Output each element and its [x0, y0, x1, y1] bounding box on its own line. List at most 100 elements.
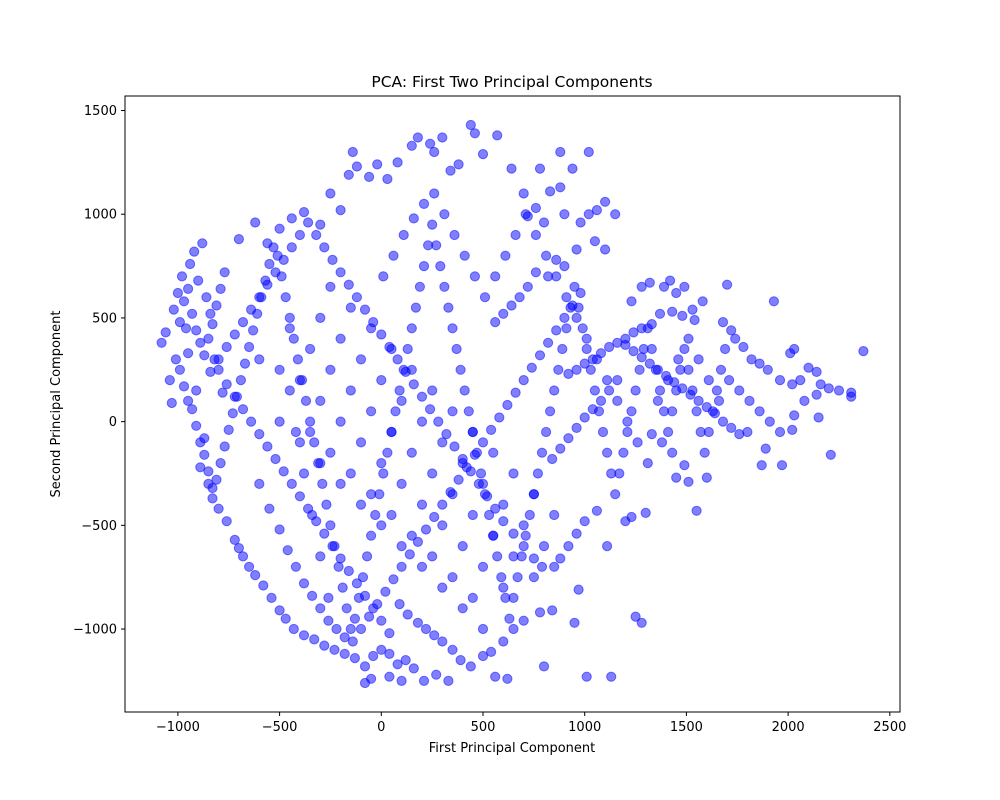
data-point: [213, 503, 224, 514]
data-point: [600, 244, 611, 255]
data-point: [738, 341, 749, 353]
data-point: [467, 509, 478, 521]
data-point: [183, 395, 194, 406]
data-point: [219, 441, 230, 452]
data-point: [579, 412, 590, 423]
data-point: [319, 528, 330, 539]
data-point: [355, 437, 367, 448]
data-point: [583, 146, 594, 158]
data-point: [345, 468, 356, 479]
data-point: [298, 578, 310, 589]
data-point: [418, 675, 430, 687]
data-point: [252, 308, 263, 319]
data-point: [713, 395, 725, 406]
data-point: [789, 410, 800, 421]
data-point: [665, 275, 676, 286]
data-point: [498, 516, 509, 527]
data-point: [514, 292, 525, 303]
data-point: [622, 426, 633, 438]
data-point: [396, 478, 407, 489]
data-point: [300, 395, 312, 406]
data-point: [278, 466, 289, 477]
data-point: [711, 385, 723, 396]
data-point: [760, 443, 771, 454]
data-point: [185, 258, 196, 270]
data-point: [534, 607, 546, 618]
data-point: [579, 358, 590, 369]
data-point: [174, 364, 185, 375]
data-point: [589, 236, 601, 247]
data-point: [244, 561, 255, 572]
data-point: [429, 630, 440, 641]
data-point: [538, 541, 550, 552]
data-point: [355, 499, 367, 510]
data-point: [453, 159, 464, 170]
y-tick-label: −500: [81, 519, 117, 534]
data-point: [412, 536, 423, 548]
data-point: [585, 364, 596, 375]
data-point: [744, 395, 755, 406]
data-point: [443, 302, 454, 313]
data-point: [652, 395, 664, 406]
data-point: [465, 119, 476, 131]
data-point: [388, 250, 399, 261]
data-point: [274, 223, 285, 234]
data-point: [292, 354, 303, 365]
data-point: [398, 364, 409, 375]
chart-title: PCA: First Two Principal Components: [371, 73, 652, 91]
data-point: [498, 582, 509, 593]
data-point: [329, 644, 340, 655]
data-point: [545, 406, 556, 417]
data-point: [575, 287, 586, 299]
data-point: [396, 395, 407, 406]
data-point: [264, 503, 275, 514]
data-point: [730, 333, 741, 344]
data-point: [366, 530, 377, 541]
data-point: [628, 327, 639, 338]
data-point: [416, 391, 428, 402]
y-tick-label: 0: [109, 415, 117, 430]
x-tick-label: 500: [471, 720, 496, 735]
data-point: [571, 528, 582, 539]
data-point: [455, 655, 466, 666]
data-point: [677, 310, 688, 321]
data-point: [595, 395, 607, 406]
data-point: [658, 281, 670, 292]
data-point: [321, 499, 332, 510]
data-point: [366, 323, 377, 334]
data-point: [622, 416, 633, 427]
data-point: [518, 188, 529, 199]
x-tick-label: 2500: [873, 720, 906, 735]
data-point: [223, 424, 234, 435]
data-point: [305, 343, 316, 355]
data-point: [602, 447, 613, 458]
data-point: [298, 207, 310, 218]
data-point: [207, 319, 218, 330]
data-point: [534, 163, 546, 174]
data-point: [520, 209, 531, 220]
data-point: [229, 329, 240, 340]
data-point: [250, 570, 261, 581]
data-point: [490, 317, 501, 328]
data-point: [170, 354, 181, 365]
data-point: [199, 449, 210, 460]
data-point: [833, 385, 845, 396]
data-point: [345, 385, 356, 396]
data-point: [425, 404, 436, 415]
data-point: [583, 209, 594, 220]
data-point: [233, 543, 244, 554]
data-point: [221, 341, 232, 353]
data-point: [412, 617, 423, 628]
data-point: [437, 520, 448, 531]
data-point: [384, 648, 395, 660]
data-point: [774, 375, 786, 386]
data-point: [679, 460, 690, 471]
data-point: [667, 406, 678, 417]
data-point: [276, 271, 287, 282]
data-point: [215, 458, 226, 469]
data-point: [447, 644, 458, 655]
data-point: [691, 505, 702, 516]
data-point: [420, 623, 432, 635]
data-point: [571, 422, 582, 433]
